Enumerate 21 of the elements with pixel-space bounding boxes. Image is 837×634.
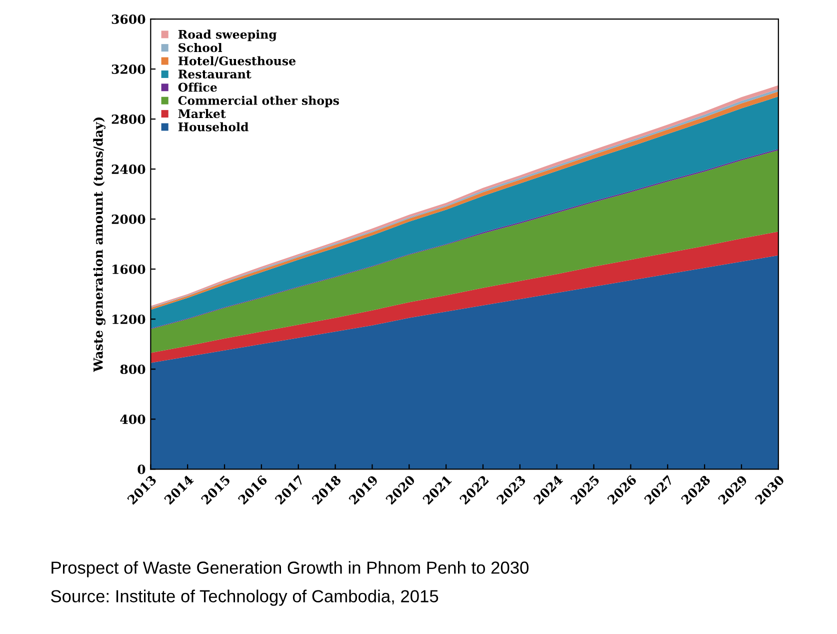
y-axis-title: Waste generation amount (tons/day) (93, 117, 106, 372)
legend-label: Commercial other shops (178, 96, 339, 108)
legend-label: School (178, 43, 222, 52)
legend-label: Market (178, 108, 226, 118)
legend-label: Road sweeping (178, 30, 277, 42)
y-tick-label: 1200 (112, 314, 146, 324)
y-tick-label: 2000 (112, 214, 146, 224)
text: Prospect of Waste Generation Growth in Phnom Penh to 2030 (52, 561, 529, 578)
y-tick-label: 2400 (112, 164, 146, 174)
y-tick-label: 0 (138, 464, 146, 474)
legend-label: Restaurant (178, 70, 252, 79)
legend-label: Hotel/Guesthouse (178, 56, 296, 66)
legend-label: Household (178, 122, 248, 132)
y-tick-label: 3200 (112, 64, 146, 74)
y-tick-label: 400 (120, 414, 146, 424)
y-tick-label: 1600 (112, 264, 146, 274)
y-tick-label: 2800 (112, 114, 146, 124)
source-note: Source: Institute of Technology of Cambodia, 2015 (51, 590, 438, 606)
legend-label: Office (178, 82, 217, 92)
y-tick-label: 800 (120, 364, 146, 374)
y-tick-label: 3600 (112, 14, 146, 24)
